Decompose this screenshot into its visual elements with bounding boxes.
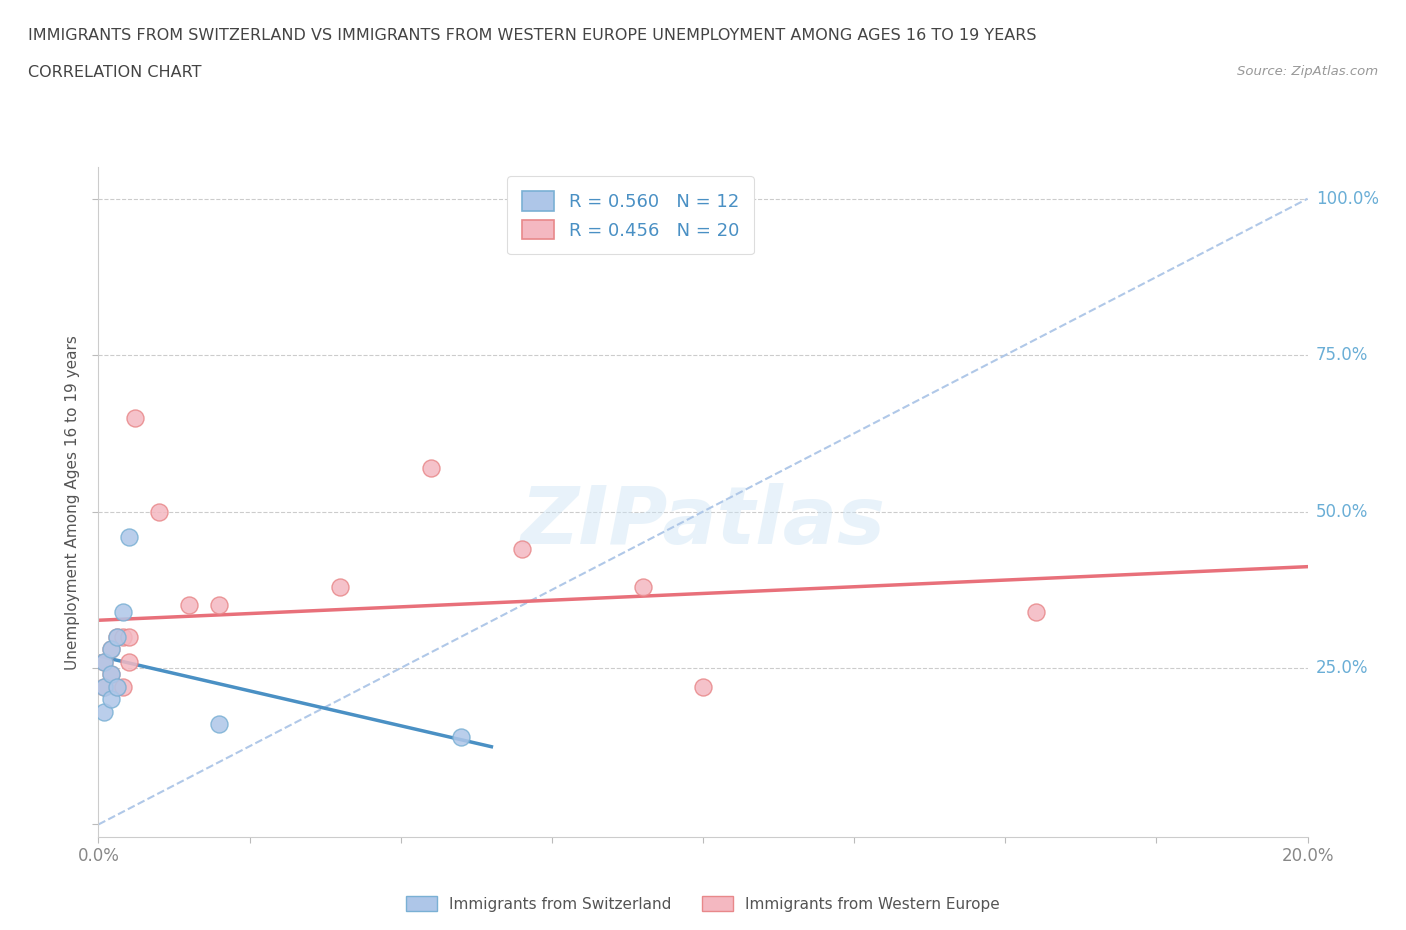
Point	[419, 460, 441, 475]
Point	[93, 704, 115, 719]
Point	[100, 642, 122, 657]
Point	[1024, 604, 1046, 619]
Point	[105, 630, 128, 644]
Legend: Immigrants from Switzerland, Immigrants from Western Europe: Immigrants from Switzerland, Immigrants …	[401, 890, 1005, 918]
Point	[692, 680, 714, 695]
Point	[93, 655, 115, 670]
Text: CORRELATION CHART: CORRELATION CHART	[28, 65, 201, 80]
Point	[118, 529, 141, 544]
Text: IMMIGRANTS FROM SWITZERLAND VS IMMIGRANTS FROM WESTERN EUROPE UNEMPLOYMENT AMONG: IMMIGRANTS FROM SWITZERLAND VS IMMIGRANT…	[28, 28, 1036, 43]
Text: 100.0%: 100.0%	[1316, 190, 1379, 207]
Point	[177, 598, 201, 613]
Point	[208, 598, 231, 613]
Point	[450, 729, 472, 744]
Point	[100, 642, 122, 657]
Point	[100, 667, 122, 682]
Point	[105, 630, 128, 644]
Point	[118, 630, 141, 644]
Text: 25.0%: 25.0%	[1316, 659, 1368, 677]
Point	[148, 504, 170, 519]
Point	[100, 667, 122, 682]
Point	[111, 630, 134, 644]
Point	[118, 655, 141, 670]
Text: ZIPatlas: ZIPatlas	[520, 484, 886, 562]
Legend: R = 0.560   N = 12, R = 0.456   N = 20: R = 0.560 N = 12, R = 0.456 N = 20	[508, 177, 754, 254]
Point	[111, 680, 134, 695]
Point	[111, 604, 134, 619]
Point	[124, 410, 146, 425]
Text: Source: ZipAtlas.com: Source: ZipAtlas.com	[1237, 65, 1378, 78]
Point	[105, 680, 128, 695]
Y-axis label: Unemployment Among Ages 16 to 19 years: Unemployment Among Ages 16 to 19 years	[65, 335, 80, 670]
Point	[100, 692, 122, 707]
Point	[208, 717, 231, 732]
Text: 75.0%: 75.0%	[1316, 346, 1368, 365]
Point	[329, 579, 352, 594]
Point	[93, 655, 115, 670]
Point	[93, 680, 115, 695]
Point	[105, 680, 128, 695]
Text: 50.0%: 50.0%	[1316, 502, 1368, 521]
Point	[93, 680, 115, 695]
Point	[510, 541, 533, 556]
Point	[631, 579, 654, 594]
